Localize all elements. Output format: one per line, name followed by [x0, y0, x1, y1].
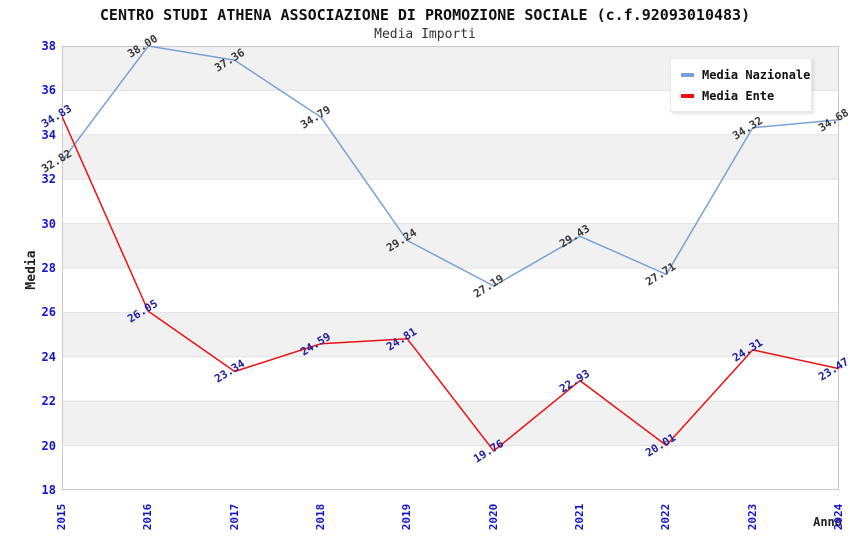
chart-subtitle: Media Importi — [374, 27, 476, 42]
x-tick-label: 2016 — [141, 503, 155, 531]
x-tick-label: 2023 — [745, 503, 759, 531]
x-tick-label: 2022 — [659, 503, 673, 531]
y-tick-label: 32 — [41, 172, 56, 187]
y-tick-label: 34 — [41, 127, 56, 142]
line-swatch-icon — [681, 93, 694, 98]
series-line-media-nazionale — [62, 46, 839, 287]
chart-title: CENTRO STUDI ATHENA ASSOCIAZIONE DI PROM… — [99, 6, 751, 24]
y-tick-label: 24 — [41, 349, 56, 364]
x-tick-label: 2019 — [400, 503, 414, 531]
legend-label: Media Nazionale — [702, 67, 811, 82]
y-tick-label: 18 — [41, 483, 56, 497]
legend: Media Nazionale Media Ente — [670, 58, 812, 112]
x-tick-label: 2017 — [227, 503, 241, 531]
x-tick-label: 2020 — [486, 503, 500, 531]
y-tick-label: 28 — [41, 261, 56, 275]
line-swatch-icon — [681, 72, 694, 77]
legend-item-media-ente: Media Ente — [677, 85, 805, 106]
y-tick-label: 22 — [41, 394, 56, 409]
x-tick-label: 2024 — [832, 503, 845, 531]
x-tick-label: 2015 — [55, 503, 68, 531]
y-tick-label: 36 — [41, 83, 56, 98]
x-tick-label: 2021 — [573, 503, 586, 531]
y-tick-label: 26 — [41, 305, 56, 320]
legend-label: Media Ente — [702, 88, 775, 103]
y-tick-label: 20 — [41, 438, 56, 453]
y-tick-label: 30 — [41, 216, 56, 231]
legend-item-media-nazionale: Media Nazionale — [677, 64, 810, 85]
x-axis-title: Anno — [813, 515, 842, 529]
plot-area — [62, 46, 839, 490]
series-line-media-ente — [62, 116, 839, 452]
y-tick-label: 38 — [41, 39, 56, 53]
x-tick-label: 2018 — [314, 503, 327, 531]
